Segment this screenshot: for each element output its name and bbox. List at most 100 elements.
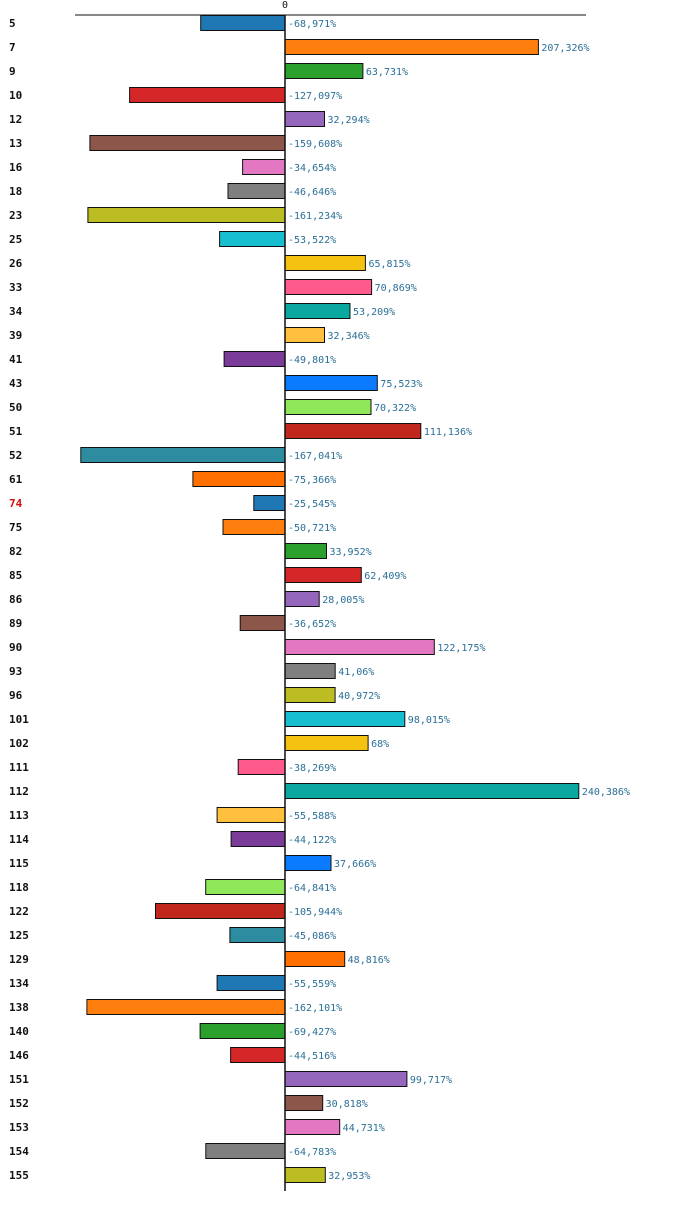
category-label-96: 96	[9, 689, 23, 702]
value-label-114: -44,122%	[288, 835, 336, 846]
category-label-138: 138	[9, 1001, 29, 1014]
value-label-9: 63,731%	[366, 67, 408, 78]
bar-129	[284, 951, 346, 967]
category-label-51: 51	[9, 425, 23, 438]
category-label-52: 52	[9, 449, 22, 462]
value-label-146: -44,516%	[288, 1051, 336, 1062]
category-label-23: 23	[9, 209, 22, 222]
category-label-34: 34	[9, 305, 23, 318]
value-label-155: 32,953%	[328, 1171, 370, 1182]
value-label-153: 44,731%	[343, 1123, 385, 1134]
bar-113	[216, 807, 286, 823]
value-label-90: 122,175%	[437, 643, 485, 654]
category-label-13: 13	[9, 137, 22, 150]
category-label-9: 9	[9, 65, 16, 78]
category-label-41: 41	[9, 353, 23, 366]
bar-82	[284, 543, 327, 559]
value-label-51: 111,136%	[424, 427, 472, 438]
value-label-102: 68%	[371, 739, 389, 750]
bar-122	[155, 903, 286, 919]
bar-43	[284, 375, 378, 391]
bar-9	[284, 63, 364, 79]
category-label-155: 155	[9, 1169, 29, 1182]
bar-134	[216, 975, 286, 991]
bar-7	[284, 39, 539, 55]
value-label-138: -162,101%	[288, 1003, 342, 1014]
category-label-140: 140	[9, 1025, 29, 1038]
value-label-33: 70,869%	[375, 283, 417, 294]
value-label-43: 75,523%	[380, 379, 422, 390]
bar-51	[284, 423, 422, 439]
value-label-50: 70,322%	[374, 403, 416, 414]
value-label-151: 99,717%	[410, 1075, 452, 1086]
category-label-74: 74	[9, 497, 23, 510]
bar-75	[222, 519, 286, 535]
category-label-43: 43	[9, 377, 22, 390]
bar-112	[284, 783, 580, 799]
bar-18	[227, 183, 286, 199]
bar-140	[199, 1023, 286, 1039]
value-label-101: 98,015%	[408, 715, 450, 726]
value-label-18: -46,646%	[288, 187, 336, 198]
value-label-89: -36,652%	[288, 619, 336, 630]
bar-74	[253, 495, 286, 511]
bar-61	[192, 471, 286, 487]
bar-146	[230, 1047, 286, 1063]
value-label-5: -68,971%	[288, 19, 336, 30]
category-label-153: 153	[9, 1121, 29, 1134]
bar-52	[80, 447, 286, 463]
bar-93	[284, 663, 336, 679]
category-label-118: 118	[9, 881, 29, 894]
bar-155	[284, 1167, 326, 1183]
value-label-52: -167,041%	[288, 451, 342, 462]
bar-115	[284, 855, 332, 871]
category-label-122: 122	[9, 905, 29, 918]
value-label-25: -53,522%	[288, 235, 336, 246]
value-label-82: 33,952%	[329, 547, 371, 558]
category-label-12: 12	[9, 113, 22, 126]
value-label-26: 65,815%	[368, 259, 410, 270]
value-label-61: -75,366%	[288, 475, 336, 486]
bar-118	[205, 879, 286, 895]
value-label-7: 207,326%	[541, 43, 589, 54]
bar-12	[284, 111, 325, 127]
value-label-122: -105,944%	[288, 907, 342, 918]
category-label-115: 115	[9, 857, 29, 870]
value-label-152: 30,818%	[326, 1099, 368, 1110]
bar-33	[284, 279, 373, 295]
category-label-86: 86	[9, 593, 23, 606]
category-label-112: 112	[9, 785, 29, 798]
value-label-10: -127,097%	[288, 91, 342, 102]
value-labels-group: -68,971% 207,326% 63,731% -127,097% 32,294% -…	[288, 19, 630, 1182]
bar-111	[237, 759, 286, 775]
value-label-74: -25,545%	[288, 499, 336, 510]
value-label-134: -55,559%	[288, 979, 336, 990]
category-label-146: 146	[9, 1049, 29, 1062]
value-label-93: 41,06%	[338, 667, 374, 678]
category-label-90: 90	[9, 641, 22, 654]
category-label-25: 25	[9, 233, 22, 246]
category-label-151: 151	[9, 1073, 29, 1086]
value-label-13: -159,608%	[288, 139, 342, 150]
value-label-16: -34,654%	[288, 163, 336, 174]
value-label-140: -69,427%	[288, 1027, 336, 1038]
zero-tick-label: 0	[282, 0, 288, 11]
bar-85	[284, 567, 362, 583]
category-label-114: 114	[9, 833, 29, 846]
bar-138	[86, 999, 286, 1015]
bar-153	[284, 1119, 341, 1135]
category-label-82: 82	[9, 545, 22, 558]
bar-10	[129, 87, 286, 103]
value-label-115: 37,666%	[334, 859, 376, 870]
bar-152	[284, 1095, 324, 1111]
category-label-85: 85	[9, 569, 22, 582]
bar-86	[284, 591, 320, 607]
category-label-134: 134	[9, 977, 29, 990]
value-label-34: 53,209%	[353, 307, 395, 318]
value-label-154: -64,783%	[288, 1147, 336, 1158]
bar-16	[242, 159, 286, 175]
bar-26	[284, 255, 366, 271]
category-label-111: 111	[9, 761, 29, 774]
value-label-86: 28,005%	[322, 595, 364, 606]
